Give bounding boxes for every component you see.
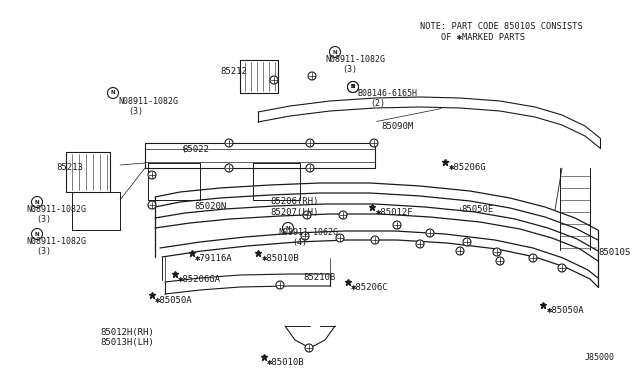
Circle shape (225, 139, 233, 147)
Text: ✱85050A: ✱85050A (547, 306, 584, 315)
Circle shape (393, 221, 401, 229)
Text: N08911-1082G: N08911-1082G (325, 55, 385, 64)
Text: N: N (111, 90, 115, 96)
Circle shape (148, 171, 156, 179)
Text: N: N (333, 49, 337, 55)
Text: N08911-1082G: N08911-1082G (26, 237, 86, 246)
Circle shape (339, 211, 347, 219)
Text: (4): (4) (292, 238, 307, 247)
Text: ✱85010B: ✱85010B (262, 254, 300, 263)
Circle shape (108, 87, 118, 99)
Text: ✱85206GA: ✱85206GA (178, 275, 221, 284)
Text: 85213: 85213 (56, 163, 83, 172)
Text: N: N (35, 231, 39, 237)
Circle shape (558, 264, 566, 272)
Circle shape (371, 236, 379, 244)
Text: 85090M: 85090M (381, 122, 413, 131)
Circle shape (330, 46, 340, 58)
Circle shape (31, 196, 42, 208)
Text: 85050E: 85050E (461, 205, 493, 214)
Circle shape (225, 164, 233, 172)
Circle shape (529, 254, 537, 262)
Circle shape (148, 201, 156, 209)
Text: (3): (3) (128, 107, 143, 116)
Text: 85020N: 85020N (194, 202, 227, 211)
Circle shape (336, 234, 344, 242)
Circle shape (348, 81, 358, 93)
Text: (3): (3) (342, 65, 357, 74)
Circle shape (276, 281, 284, 289)
Circle shape (426, 229, 434, 237)
Text: (2): (2) (370, 99, 385, 108)
Text: 85210B: 85210B (303, 273, 335, 282)
Circle shape (303, 211, 311, 219)
Text: ✱85010B: ✱85010B (267, 358, 305, 367)
Text: NOTE: PART CODE 85010S CONSISTS: NOTE: PART CODE 85010S CONSISTS (420, 22, 583, 31)
Circle shape (456, 247, 464, 255)
Text: N: N (285, 225, 291, 231)
Text: J85000: J85000 (585, 353, 615, 362)
Text: N: N (35, 199, 39, 205)
Text: ✱85050A: ✱85050A (155, 296, 193, 305)
Text: ✱85012F: ✱85012F (376, 208, 413, 217)
Text: B: B (351, 84, 355, 90)
Text: N08911-1062G: N08911-1062G (278, 228, 338, 237)
Text: 85010S: 85010S (598, 248, 630, 257)
Circle shape (270, 76, 278, 84)
Circle shape (416, 240, 424, 248)
Circle shape (496, 257, 504, 265)
Text: ✱79116A: ✱79116A (195, 254, 232, 263)
Text: 85013H(LH): 85013H(LH) (100, 338, 154, 347)
Text: N08911-1082G: N08911-1082G (118, 97, 178, 106)
Text: 85212: 85212 (220, 67, 247, 76)
Text: N: N (351, 84, 355, 90)
Text: 85012H(RH): 85012H(RH) (100, 328, 154, 337)
Text: 85206(RH): 85206(RH) (270, 197, 318, 206)
Circle shape (348, 81, 358, 93)
Text: ✱85206G: ✱85206G (449, 163, 486, 172)
Circle shape (493, 248, 501, 256)
Circle shape (463, 238, 471, 246)
Circle shape (306, 164, 314, 172)
Text: ✱85206C: ✱85206C (351, 283, 388, 292)
Text: N08911-1082G: N08911-1082G (26, 205, 86, 214)
Text: 85207(LH): 85207(LH) (270, 208, 318, 217)
Circle shape (301, 232, 309, 240)
Circle shape (282, 222, 294, 234)
Text: OF ✱MARKED PARTS: OF ✱MARKED PARTS (420, 33, 525, 42)
Text: (3): (3) (36, 215, 51, 224)
Text: 85022: 85022 (182, 145, 209, 154)
Circle shape (306, 139, 314, 147)
Circle shape (305, 344, 313, 352)
Text: (3): (3) (36, 247, 51, 256)
Circle shape (370, 139, 378, 147)
Circle shape (31, 228, 42, 240)
Text: B08146-6165H: B08146-6165H (357, 89, 417, 98)
Circle shape (308, 72, 316, 80)
